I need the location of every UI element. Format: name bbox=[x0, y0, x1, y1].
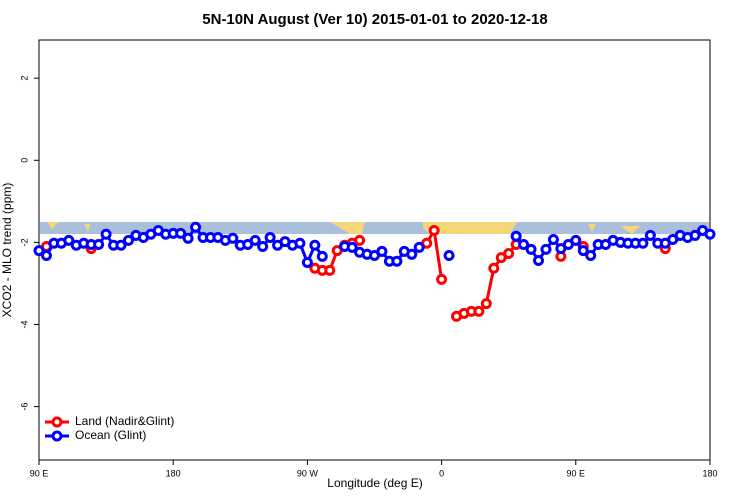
x-tick-label: 90 E bbox=[567, 468, 586, 478]
x-tick-label: 180 bbox=[702, 468, 717, 478]
data-point bbox=[346, 241, 358, 253]
data-point bbox=[294, 237, 306, 249]
data-point bbox=[354, 234, 366, 246]
data-point bbox=[227, 232, 239, 244]
x-tick-label: 0 bbox=[439, 468, 444, 478]
legend-label: Land (Nadir&Glint) bbox=[75, 414, 174, 428]
data-point bbox=[264, 231, 276, 243]
data-point bbox=[316, 250, 328, 262]
y-tick-label: -6 bbox=[19, 403, 29, 411]
data-point bbox=[115, 239, 127, 251]
data-point bbox=[540, 243, 552, 255]
data-point bbox=[480, 298, 492, 310]
x-tick-label: 90 E bbox=[30, 468, 49, 478]
data-point bbox=[40, 250, 52, 262]
data-point bbox=[309, 239, 321, 251]
legend-marker bbox=[51, 416, 63, 428]
data-point bbox=[100, 228, 112, 240]
y-tick-label: 2 bbox=[19, 76, 29, 81]
data-point bbox=[249, 234, 261, 246]
data-point bbox=[644, 229, 656, 241]
data-point bbox=[443, 250, 455, 262]
data-point bbox=[376, 245, 388, 257]
data-point bbox=[570, 234, 582, 246]
data-point bbox=[689, 229, 701, 241]
data-point bbox=[301, 257, 313, 269]
data-point bbox=[585, 250, 597, 262]
data-point bbox=[577, 245, 589, 257]
data-point bbox=[533, 254, 545, 266]
data-point bbox=[547, 234, 559, 246]
x-axis-label: Longitude (deg E) bbox=[327, 476, 422, 490]
data-point bbox=[704, 228, 716, 240]
data-point bbox=[257, 241, 269, 253]
data-point bbox=[33, 245, 45, 257]
data-point bbox=[122, 234, 134, 246]
legend-label: Ocean (Glint) bbox=[75, 428, 146, 442]
data-point bbox=[473, 305, 485, 317]
legend-marker bbox=[51, 430, 63, 442]
data-point bbox=[413, 241, 425, 253]
data-point bbox=[182, 232, 194, 244]
data-point bbox=[175, 227, 187, 239]
data-point bbox=[525, 243, 537, 255]
y-tick-label: -4 bbox=[19, 321, 29, 329]
y-tick-label: -2 bbox=[19, 238, 29, 246]
data-point bbox=[436, 273, 448, 285]
map-strip bbox=[40, 222, 709, 234]
data-point bbox=[637, 237, 649, 249]
data-point bbox=[406, 248, 418, 260]
x-tick-label: 90 W bbox=[297, 468, 319, 478]
data-point bbox=[518, 238, 530, 250]
data-point bbox=[93, 238, 105, 250]
data-point bbox=[190, 221, 202, 233]
y-tick-label: 0 bbox=[19, 158, 29, 163]
y-axis-label: XCO2 - MLO trend (ppm) bbox=[0, 183, 14, 318]
data-point bbox=[503, 247, 515, 259]
data-point bbox=[324, 264, 336, 276]
chart-title: 5N-10N August (Ver 10) 2015-01-01 to 202… bbox=[202, 11, 547, 28]
data-point bbox=[63, 234, 75, 246]
x-tick-label: 180 bbox=[166, 468, 181, 478]
data-point bbox=[488, 262, 500, 274]
data-point bbox=[391, 255, 403, 267]
plot-frame bbox=[38, 39, 711, 461]
data-point bbox=[510, 230, 522, 242]
data-point bbox=[428, 224, 440, 236]
